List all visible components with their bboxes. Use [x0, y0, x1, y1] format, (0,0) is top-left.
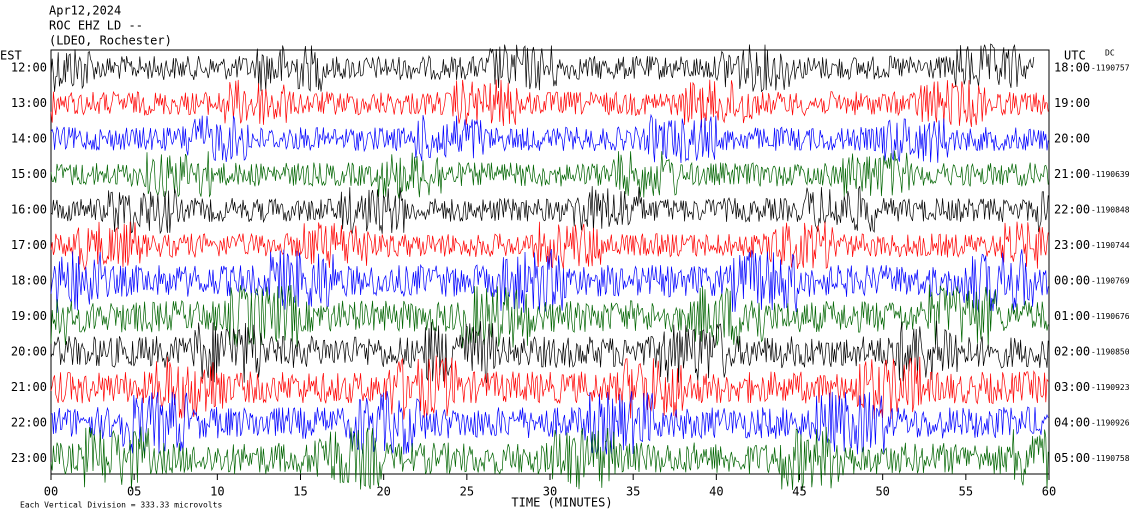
x-tick-label: 30 — [543, 485, 557, 499]
utc-label: 19:00 — [1054, 96, 1090, 110]
utc-label: 00:00 — [1054, 274, 1090, 288]
trace — [50, 249, 1049, 313]
utc-label: 01:00 — [1054, 309, 1090, 323]
est-label: 21:00 — [11, 380, 47, 394]
est-label: 13:00 — [11, 96, 47, 110]
x-tick-label: 60 — [1042, 485, 1056, 499]
x-tick-label: 05 — [127, 485, 141, 499]
trace — [50, 79, 1049, 128]
est-label: 14:00 — [11, 132, 47, 146]
dc-value: -1190639 — [1091, 170, 1130, 179]
est-label: 18:00 — [11, 274, 47, 288]
x-label: TIME (MINUTES) — [511, 496, 612, 510]
utc-label: 03:00 — [1054, 380, 1090, 394]
est-label: 20:00 — [11, 345, 47, 359]
dc-value: -1190923 — [1091, 383, 1130, 392]
trace — [50, 150, 1049, 199]
dc-value: -1190926 — [1091, 419, 1130, 428]
dc-value: -1190676 — [1091, 312, 1130, 321]
x-tick-label: 45 — [792, 485, 806, 499]
utc-label: 18:00 — [1054, 61, 1090, 75]
trace — [50, 185, 1049, 235]
trace — [50, 43, 1035, 93]
x-tick-label: 10 — [210, 485, 224, 499]
x-tick-label: 50 — [875, 485, 889, 499]
x-tick-label: 00 — [44, 485, 58, 499]
utc-label: 02:00 — [1054, 345, 1090, 359]
dc-value: -1190850 — [1091, 348, 1130, 357]
est-label: 16:00 — [11, 203, 47, 217]
utc-label: 04:00 — [1054, 416, 1090, 430]
date: Apr12,2024 — [49, 4, 121, 18]
trace — [50, 113, 1049, 164]
trace — [50, 221, 1049, 271]
dc-value: -1190758 — [1091, 454, 1130, 463]
dc-value: -1190848 — [1091, 206, 1130, 215]
utc-label: 22:00 — [1054, 203, 1090, 217]
footer: Each Vertical Division = 333.33 microvol… — [20, 501, 222, 510]
dc-value: -1190744 — [1091, 241, 1130, 250]
utc-label: 20:00 — [1054, 132, 1090, 146]
trace — [50, 426, 1049, 491]
traces — [50, 43, 1049, 491]
utc-label: 23:00 — [1054, 238, 1090, 252]
x-tick-label: 55 — [959, 485, 973, 499]
utc-label: 21:00 — [1054, 167, 1090, 181]
right-zone: UTC — [1064, 49, 1086, 63]
x-tick-label: 35 — [626, 485, 640, 499]
left-zone: EST — [0, 49, 22, 63]
est-label: 23:00 — [11, 451, 47, 465]
est-label: 17:00 — [11, 238, 47, 252]
trace — [50, 284, 1049, 349]
x-tick-label: 25 — [460, 485, 474, 499]
dc-value: -1190757 — [1091, 64, 1130, 73]
dc-label: DC — [1105, 49, 1115, 58]
trace — [50, 320, 1049, 384]
est-label: 22:00 — [11, 416, 47, 430]
est-label: 15:00 — [11, 167, 47, 181]
dc-value: -1190769 — [1091, 277, 1130, 286]
utc-label: 05:00 — [1054, 451, 1090, 465]
x-tick-label: 40 — [709, 485, 723, 499]
station: ROC EHZ LD -- — [49, 19, 143, 33]
est-label: 12:00 — [11, 61, 47, 75]
x-tick-label: 15 — [293, 485, 307, 499]
x-tick-label: 20 — [376, 485, 390, 499]
trace — [50, 391, 1049, 456]
est-label: 19:00 — [11, 309, 47, 323]
network: (LDEO, Rochester) — [49, 34, 172, 48]
